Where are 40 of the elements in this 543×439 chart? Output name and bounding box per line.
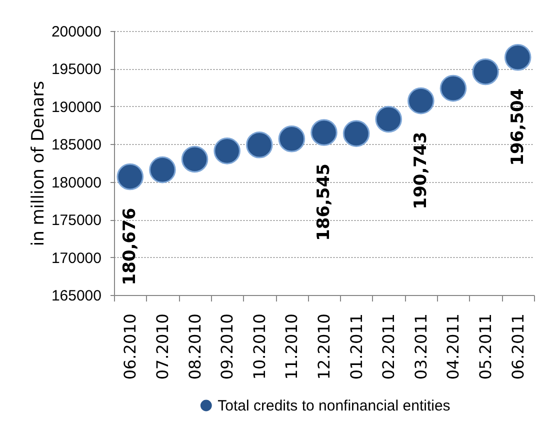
x-tick-label: 09.2010: [218, 314, 237, 380]
point: [278, 125, 306, 152]
x-tick-label: 01.2011: [346, 314, 366, 380]
point: [408, 87, 434, 114]
y-tick-label: 170000: [51, 250, 102, 267]
point: [181, 146, 208, 173]
x-tick-label: 08.2010: [185, 314, 204, 380]
y-tick-label: 195000: [51, 61, 102, 78]
y-tick-label: 165000: [51, 288, 102, 304]
y-tick-label: 200000: [51, 24, 102, 40]
point: [116, 163, 144, 190]
y-tick-label: 180000: [51, 174, 102, 192]
x-tick-label: 04.2011: [444, 314, 463, 380]
x-tick-label: 02.2011: [379, 314, 398, 380]
point: [214, 138, 240, 164]
point: [149, 156, 176, 184]
point: [472, 58, 499, 86]
point: [310, 119, 338, 146]
y-tick-label: 175000: [51, 212, 102, 230]
x-tick-label: 06.2010: [120, 314, 140, 380]
data-label: 196,504: [508, 88, 528, 166]
x-tick-label: 11.2010: [282, 314, 302, 380]
point: [246, 132, 273, 158]
data-label: 186,545: [314, 163, 334, 241]
legend-label: Total credits to nonfinancial entities: [218, 398, 450, 414]
x-tick-label: 10.2010: [250, 314, 269, 380]
x-tick-label: 06.2011: [508, 314, 528, 380]
point: [440, 74, 467, 102]
y-tick-label: 190000: [51, 98, 102, 116]
y-tick-label: 185000: [51, 136, 102, 154]
point: [342, 120, 370, 147]
data-label: 180,676: [120, 208, 140, 286]
point: [504, 44, 532, 71]
x-tick-label: 03.2011: [411, 314, 430, 380]
point: [375, 106, 402, 133]
x-tick-label: 12.2010: [314, 314, 334, 380]
x-tick-label: 07.2010: [152, 314, 172, 380]
x-tick-label: 05.2011: [476, 314, 496, 380]
y-axis-title: in million of Denars: [28, 80, 48, 246]
data-label: 190,743: [410, 132, 431, 210]
